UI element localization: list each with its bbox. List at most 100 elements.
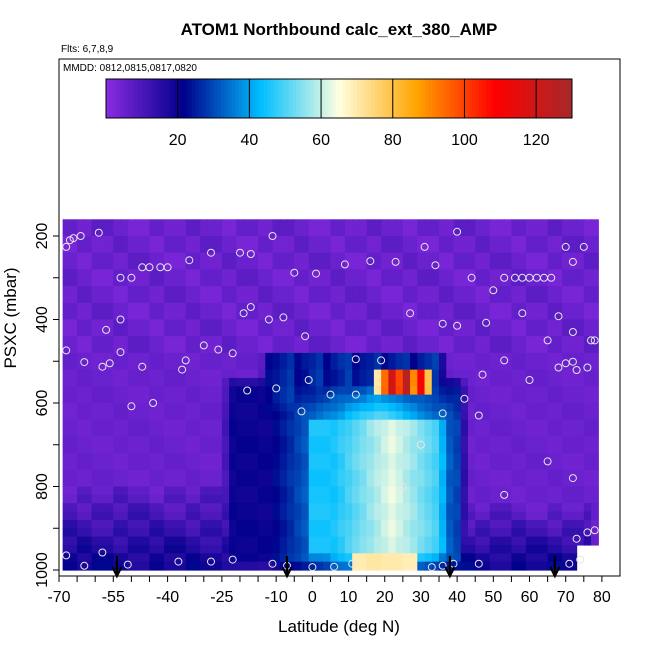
colorbar-segment: [439, 79, 444, 118]
heat-cell: [460, 444, 469, 454]
heat-cell: [388, 386, 397, 396]
heat-cell: [149, 277, 158, 287]
heat-cell: [315, 286, 324, 296]
heat-cell: [562, 486, 570, 496]
heat-cell: [294, 327, 303, 337]
heat-cell: [547, 236, 556, 245]
sample-point: [568, 328, 577, 336]
heat-cell: [439, 494, 447, 504]
heat-cell: [424, 377, 433, 387]
heat-cell: [250, 377, 259, 387]
heat-cell: [359, 352, 368, 362]
heat-cell: [315, 386, 324, 396]
heat-cell: [453, 294, 462, 304]
heat-cell: [366, 486, 375, 496]
heat-cell: [308, 419, 317, 429]
heat-cell: [410, 436, 418, 446]
heat-cell: [279, 227, 288, 237]
heat-cell: [591, 236, 599, 245]
heat-cell: [525, 453, 534, 463]
heat-cell: [439, 327, 447, 337]
heat-cell: [518, 444, 527, 454]
heat-cell: [77, 244, 85, 254]
heat-cell: [315, 352, 324, 362]
heat-cell: [431, 219, 440, 229]
heat-cell: [569, 453, 578, 463]
heat-cell: [359, 319, 368, 329]
heat-cell: [163, 486, 172, 496]
heat-cell: [120, 536, 129, 546]
heat-cell: [496, 394, 505, 404]
colorbar-segment: [435, 79, 440, 118]
heat-cell: [359, 336, 368, 346]
heat-cell: [359, 494, 368, 504]
heat-cell: [149, 519, 158, 529]
heat-cell: [265, 544, 274, 554]
heat-cell: [460, 469, 469, 479]
heat-cell: [127, 319, 136, 329]
heat-cell: [453, 377, 462, 387]
heat-cell: [98, 277, 107, 287]
dates-subtitle: MMDD: 0812,0815,0817,0820: [63, 63, 197, 74]
heat-cell: [163, 519, 172, 529]
heat-cell: [113, 286, 122, 296]
heat-cell: [214, 536, 223, 546]
heat-cell: [287, 528, 295, 538]
heat-cell: [424, 544, 433, 554]
heat-cell: [591, 344, 599, 354]
colorbar-segment: [536, 79, 541, 118]
colorbar-segment: [407, 79, 412, 118]
heat-cell: [69, 269, 78, 279]
heat-cell: [106, 327, 114, 337]
heat-cell: [192, 244, 201, 254]
heat-cell: [149, 561, 158, 571]
heat-cell: [265, 377, 274, 387]
heat-cell: [467, 519, 476, 529]
heat-cell: [294, 377, 303, 387]
heat-cell: [547, 386, 556, 396]
heat-cell: [467, 336, 476, 346]
heat-cell: [62, 461, 71, 471]
heat-cell: [258, 419, 266, 429]
heat-cell: [250, 461, 259, 471]
heat-cell: [229, 561, 237, 571]
heat-cell: [381, 469, 389, 479]
heat-cell: [359, 519, 368, 529]
heat-cell: [207, 319, 216, 329]
heat-cell: [330, 277, 339, 287]
heat-cell: [330, 386, 339, 396]
heat-cell: [525, 219, 534, 229]
heat-cell: [591, 403, 599, 412]
heat-cell: [424, 227, 433, 237]
heat-cell: [475, 344, 484, 354]
heat-cell: [301, 286, 310, 296]
heat-cell: [525, 444, 534, 454]
heat-cell: [388, 244, 397, 254]
heat-cell: [381, 436, 389, 446]
heat-cell: [583, 394, 592, 404]
colorbar-segment: [475, 79, 480, 118]
heat-cell: [62, 344, 71, 354]
heat-cell: [279, 294, 288, 304]
heat-cell: [207, 419, 216, 429]
heat-cell: [221, 294, 230, 304]
heat-cell: [583, 419, 592, 429]
heat-cell: [424, 236, 433, 245]
heat-cell: [221, 252, 230, 262]
heat-cell: [243, 244, 252, 254]
heat-cell: [533, 369, 541, 379]
heat-cell: [294, 294, 303, 304]
heat-cell: [156, 361, 165, 371]
colorbar-segment: [482, 79, 487, 118]
heat-cell: [330, 403, 339, 412]
colorbar-segment: [364, 79, 369, 118]
heat-cell: [142, 227, 151, 237]
sample-point: [69, 234, 78, 243]
heat-cell: [192, 553, 201, 563]
heat-cell: [489, 469, 498, 479]
heat-cell: [504, 519, 513, 529]
heat-cell: [402, 519, 411, 529]
heat-cell: [410, 428, 418, 437]
heat-cell: [279, 219, 288, 229]
colorbar-segment: [285, 79, 290, 118]
